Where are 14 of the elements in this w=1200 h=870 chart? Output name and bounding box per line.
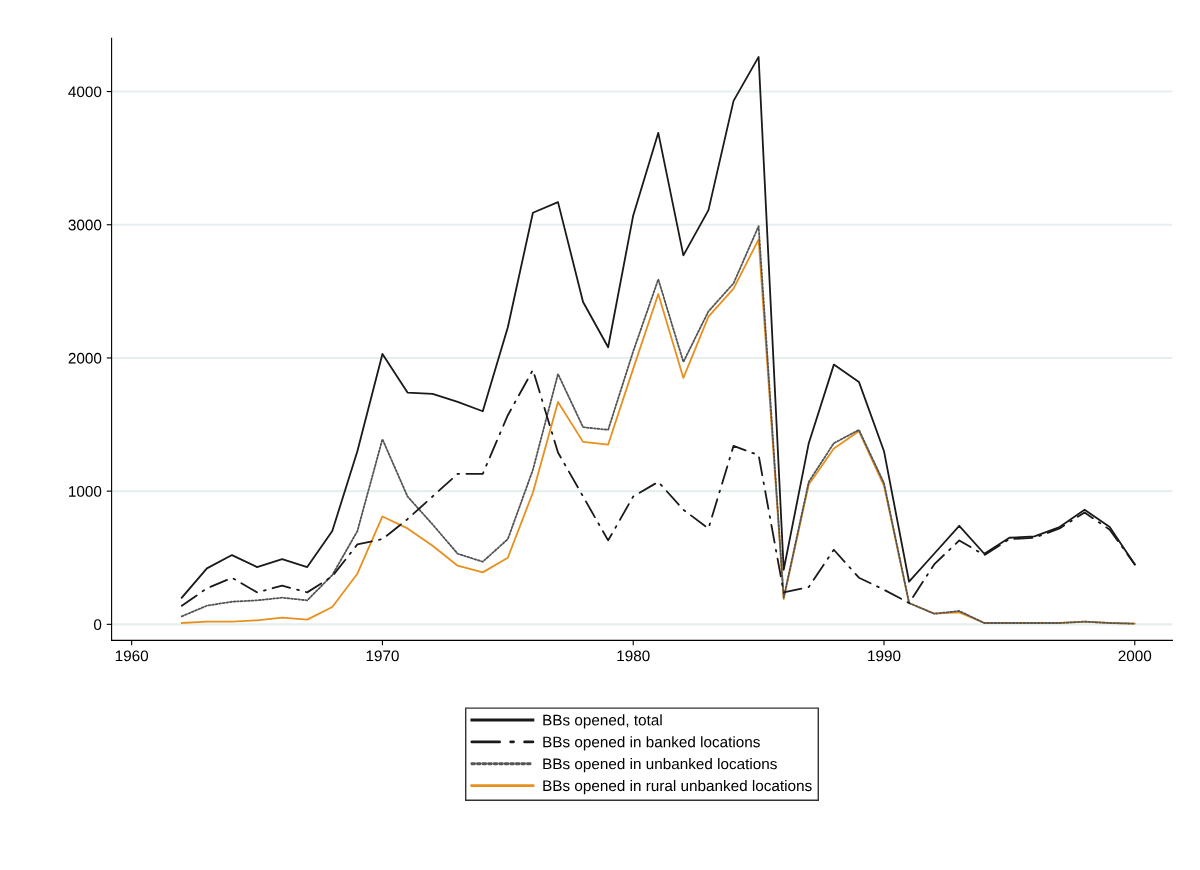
y-tick-label: 3000 <box>68 219 102 231</box>
legend-label: BBs opened in rural unbanked locations <box>543 779 812 795</box>
legend-label: BBs opened, total <box>543 714 662 729</box>
x-tick-label: 1990 <box>868 650 901 662</box>
y-tick-label: 2000 <box>68 352 102 364</box>
x-tick-label: 1960 <box>115 650 149 662</box>
y-tick-label: 4000 <box>68 86 102 98</box>
x-tick-label: 1980 <box>617 650 650 662</box>
x-tick-label: 1970 <box>366 650 399 662</box>
legend-label: BBs opened in unbanked locations <box>543 758 777 773</box>
legend-label: BBs opened in banked locations <box>543 736 760 751</box>
x-tick-label: 2000 <box>1118 650 1152 662</box>
y-tick-label: 1000 <box>69 486 102 497</box>
y-tick-label: 0 <box>93 619 102 631</box>
